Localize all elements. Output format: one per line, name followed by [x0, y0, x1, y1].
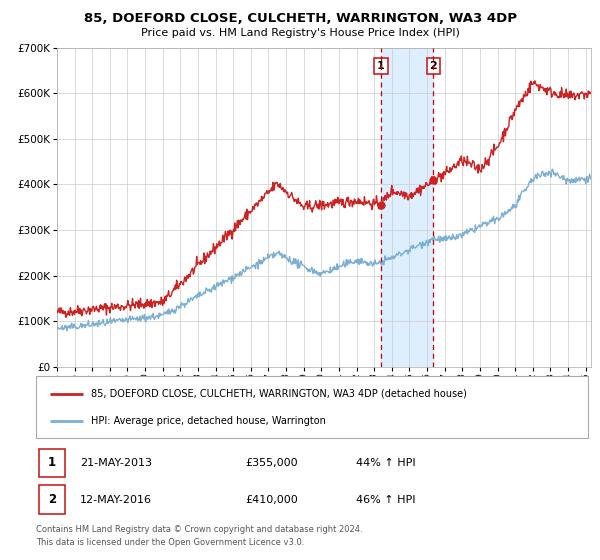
Text: HPI: Average price, detached house, Warrington: HPI: Average price, detached house, Warr… — [91, 416, 326, 426]
FancyBboxPatch shape — [39, 486, 65, 514]
Text: 44% ↑ HPI: 44% ↑ HPI — [356, 458, 416, 468]
Bar — [381, 48, 433, 367]
Text: 12-MAY-2016: 12-MAY-2016 — [80, 494, 152, 505]
FancyBboxPatch shape — [36, 376, 588, 438]
Text: Contains HM Land Registry data © Crown copyright and database right 2024.: Contains HM Land Registry data © Crown c… — [36, 525, 362, 534]
Text: 1: 1 — [48, 456, 56, 469]
FancyBboxPatch shape — [39, 449, 65, 477]
Text: 46% ↑ HPI: 46% ↑ HPI — [356, 494, 416, 505]
Text: 2: 2 — [48, 493, 56, 506]
Text: 21-MAY-2013: 21-MAY-2013 — [80, 458, 152, 468]
Text: 85, DOEFORD CLOSE, CULCHETH, WARRINGTON, WA3 4DP (detached house): 85, DOEFORD CLOSE, CULCHETH, WARRINGTON,… — [91, 389, 467, 399]
Text: 1: 1 — [377, 61, 385, 71]
Text: 2: 2 — [430, 61, 437, 71]
Text: Price paid vs. HM Land Registry's House Price Index (HPI): Price paid vs. HM Land Registry's House … — [140, 28, 460, 38]
Text: £355,000: £355,000 — [246, 458, 298, 468]
Text: 85, DOEFORD CLOSE, CULCHETH, WARRINGTON, WA3 4DP: 85, DOEFORD CLOSE, CULCHETH, WARRINGTON,… — [83, 12, 517, 25]
Text: This data is licensed under the Open Government Licence v3.0.: This data is licensed under the Open Gov… — [36, 538, 304, 547]
Text: £410,000: £410,000 — [246, 494, 299, 505]
